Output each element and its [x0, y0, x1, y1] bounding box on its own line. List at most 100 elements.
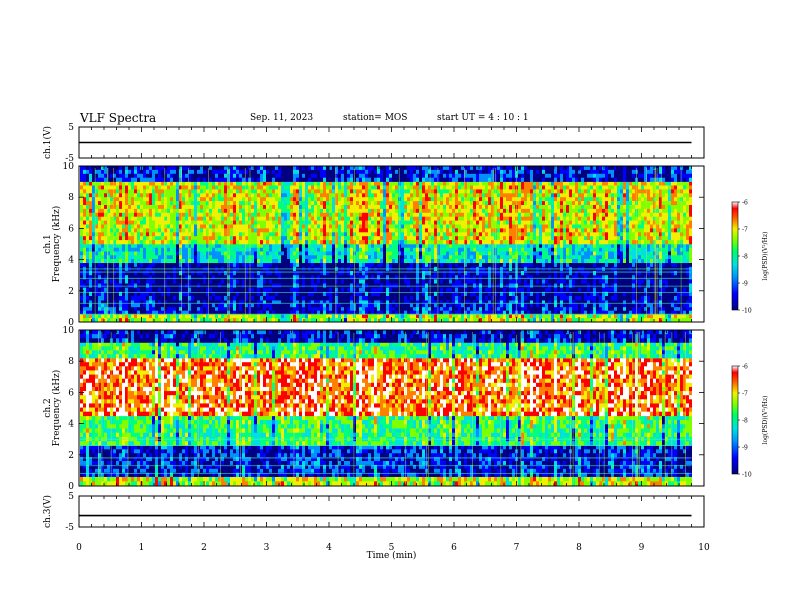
spectrogram-cell: [311, 208, 314, 214]
spectrogram-cell: [95, 307, 98, 311]
spectrogram-cell: [128, 240, 131, 245]
spectrogram-cell: [113, 228, 116, 233]
spectrogram-cell: [209, 205, 212, 210]
spectrogram-cell: [164, 228, 167, 233]
spectrogram-cell: [227, 185, 230, 190]
spectrogram-cell: [80, 173, 83, 178]
spectrogram-cell: [143, 296, 146, 301]
spectrogram-cell: [311, 258, 314, 264]
spectrogram-cell: [437, 189, 440, 194]
spectrogram-cell: [200, 318, 203, 323]
spectrogram-cell: [437, 275, 440, 280]
spectrogram-cell: [218, 205, 221, 210]
spectrogram-cell: [368, 271, 371, 276]
spectrogram-cell: [194, 169, 197, 175]
spectrogram-cell: [332, 216, 335, 221]
spectrogram-cell: [350, 251, 353, 256]
spectrogram-cell: [80, 201, 83, 206]
spectrogram-cell: [329, 271, 332, 276]
spectrogram-cell: [341, 318, 344, 323]
spectrogram-cell: [122, 185, 125, 190]
spectrogram-cell: [443, 185, 446, 190]
spectrogram-cell: [419, 169, 422, 175]
spectrogram-cell: [167, 303, 170, 308]
spectrogram-cell: [209, 181, 212, 186]
spectrogram-cell: [176, 279, 179, 284]
spectrogram-cell: [365, 291, 368, 297]
spectrogram-cell: [392, 314, 395, 319]
spectrogram-cell: [296, 173, 299, 178]
spectrogram-cell: [230, 216, 233, 221]
spectrogram-cell: [410, 212, 413, 217]
spectrogram-cell: [104, 205, 107, 210]
spectrogram-cell: [323, 307, 326, 311]
spectrogram-cell: [125, 287, 128, 293]
spectrogram-cell: [86, 244, 89, 249]
spectrogram-cell: [116, 296, 119, 301]
spectrogram-cell: [293, 232, 296, 237]
spectrogram-cell: [395, 314, 398, 319]
spectrogram-cell: [299, 240, 302, 245]
spectrogram-cell: [395, 228, 398, 233]
spectrogram-cell: [212, 296, 215, 301]
spectrogram-cell: [329, 314, 332, 319]
spectrogram-cell: [212, 212, 215, 217]
spectrogram-cell: [248, 244, 251, 249]
spectrogram-cell: [383, 303, 386, 308]
spectrogram-cell: [101, 236, 104, 241]
spectrogram-cell: [371, 193, 374, 198]
spectrogram-cell: [89, 258, 92, 264]
spectrogram-cell: [191, 300, 194, 304]
spectrogram-cell: [317, 262, 320, 268]
spectrogram-cell: [287, 173, 290, 178]
spectrogram-cell: [434, 247, 437, 252]
spectrogram-cell: [233, 177, 236, 182]
spectrogram-cell: [182, 166, 185, 171]
spectrogram-cell: [404, 185, 407, 190]
spectrogram-cell: [254, 262, 257, 268]
spectrogram-cell: [116, 258, 119, 264]
spectrogram-cell: [332, 189, 335, 194]
spectrogram-cell: [125, 275, 128, 280]
spectrogram-cell: [83, 236, 86, 241]
spectrogram-cell: [242, 216, 245, 221]
spectrogram-cell: [395, 166, 398, 171]
spectrogram-cell: [359, 236, 362, 241]
spectrogram-cell: [206, 228, 209, 233]
spectrogram-cell: [188, 220, 191, 225]
spectrogram-cell: [440, 307, 443, 311]
spectrogram-cell: [167, 185, 170, 190]
spectrogram-cell: [134, 224, 137, 229]
spectrogram-cell: [410, 173, 413, 178]
spectrogram-cell: [389, 220, 392, 225]
spectrogram-cell: [350, 262, 353, 268]
spectrogram-cell: [347, 287, 350, 293]
spectrogram-cell: [140, 287, 143, 293]
spectrogram-cell: [434, 201, 437, 206]
spectrogram-cell: [368, 291, 371, 297]
spectrogram-cell: [131, 173, 134, 178]
spectrogram-cell: [218, 303, 221, 308]
spectrogram-cell: [200, 247, 203, 252]
spectrogram-cell: [236, 169, 239, 175]
spectrogram-cell: [281, 296, 284, 301]
spectrogram-cell: [296, 193, 299, 198]
spectrogram-cell: [251, 255, 254, 260]
spectrogram-cell: [347, 275, 350, 280]
spectrogram-cell: [188, 193, 191, 198]
spectrogram-cell: [335, 303, 338, 308]
spectrogram-cell: [404, 314, 407, 319]
spectrogram-cell: [413, 287, 416, 293]
spectrogram-cell: [242, 271, 245, 276]
spectrogram-cell: [314, 300, 317, 304]
spectrogram-cell: [161, 300, 164, 304]
spectrogram-cell: [245, 251, 248, 256]
spectrogram-cell: [194, 208, 197, 214]
spectrogram-cell: [356, 201, 359, 206]
spectrogram-cell: [335, 201, 338, 206]
spectrogram-cell: [440, 247, 443, 252]
spectrogram-cell: [386, 181, 389, 186]
spectrogram-cell: [359, 318, 362, 323]
spectrogram-cell: [422, 291, 425, 297]
